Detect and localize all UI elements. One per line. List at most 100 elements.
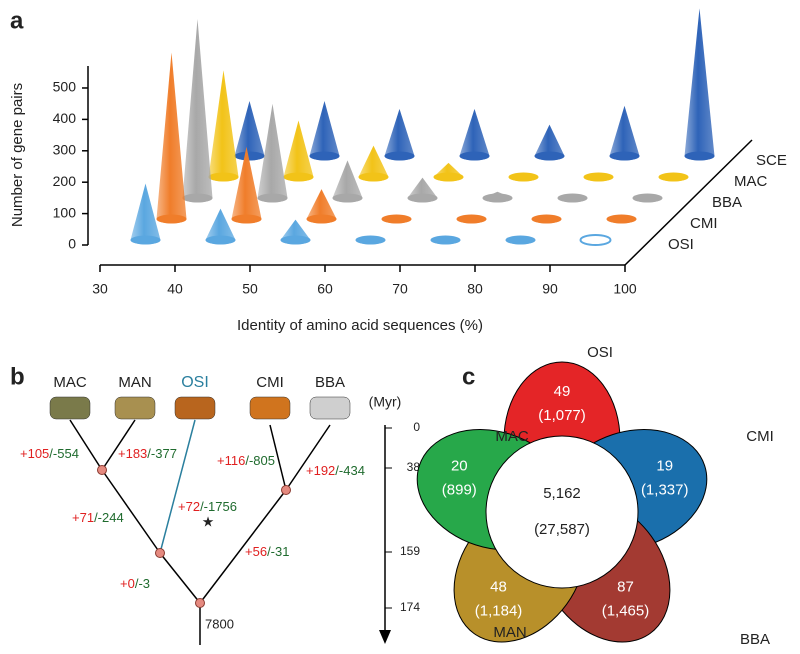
time-label: 174 xyxy=(400,600,420,614)
branch xyxy=(69,419,103,471)
petal-total: (1,337) xyxy=(641,482,689,499)
time-label: 0 xyxy=(413,420,420,434)
branch-label: +71/-244 xyxy=(72,510,124,525)
cone-body xyxy=(156,52,187,224)
petal-name: CMI xyxy=(746,428,774,445)
y-tick-label: 400 xyxy=(53,110,77,126)
cone-body xyxy=(234,101,265,161)
branch xyxy=(101,419,136,471)
petal-count: 49 xyxy=(554,383,571,400)
time-label: 38 xyxy=(407,460,421,474)
cone xyxy=(306,189,337,224)
cone-body xyxy=(355,238,386,245)
cone-body xyxy=(459,108,490,161)
petal-name: OSI xyxy=(587,344,613,361)
cone-body xyxy=(632,196,663,203)
cone-body xyxy=(205,208,236,245)
cone xyxy=(433,162,464,182)
gain: +183 xyxy=(118,446,147,461)
x-tick-label: 30 xyxy=(92,281,108,297)
loss: /-31 xyxy=(267,544,289,559)
root-label: 7800 xyxy=(205,616,234,631)
petal-total: (1,077) xyxy=(538,407,586,424)
x-tick-label: 70 xyxy=(392,281,408,297)
loss: /-1756 xyxy=(200,499,237,514)
loss: /-3 xyxy=(135,576,150,591)
star: ★ xyxy=(202,514,215,530)
node xyxy=(195,598,205,608)
cone-body xyxy=(381,216,412,224)
y-tick-label: 100 xyxy=(53,204,77,220)
cone xyxy=(606,214,637,224)
node xyxy=(155,548,165,558)
x-tick-label: 60 xyxy=(317,281,333,297)
loss: /-377 xyxy=(147,446,177,461)
gain: +56 xyxy=(245,544,267,559)
cone-body xyxy=(531,218,562,224)
y-tick-label: 200 xyxy=(53,173,77,189)
cone-body xyxy=(658,175,689,182)
species-icon xyxy=(174,396,216,420)
petal-count: 19 xyxy=(656,458,673,475)
cone xyxy=(231,146,262,224)
cone-body xyxy=(430,239,461,245)
petal-total: (1,184) xyxy=(475,602,523,619)
depth-label: BBA xyxy=(712,194,742,211)
cone xyxy=(407,177,438,203)
cone xyxy=(208,70,239,182)
species-icon xyxy=(49,396,91,420)
petal-total: (899) xyxy=(442,482,477,499)
cone-body xyxy=(534,124,565,161)
cone-body xyxy=(231,146,262,224)
petal-total: (1,465) xyxy=(602,602,650,619)
cone xyxy=(234,101,265,161)
branch xyxy=(285,424,331,491)
branch xyxy=(159,419,196,554)
depth-label: MAC xyxy=(734,173,768,190)
x-axis-label: Identity of amino acid sequences (%) xyxy=(237,317,483,334)
cone-body xyxy=(684,8,715,161)
cone-body xyxy=(384,108,415,161)
species-icon xyxy=(309,396,351,420)
cone xyxy=(459,108,490,161)
cone xyxy=(309,101,340,161)
cone xyxy=(482,191,513,203)
cone xyxy=(534,124,565,161)
cone xyxy=(456,214,487,224)
panel-letter: b xyxy=(10,363,25,390)
cone-body xyxy=(407,177,438,203)
cone-body xyxy=(130,183,161,245)
time-unit: (Myr) xyxy=(369,394,402,410)
taxon-label: MAC xyxy=(53,374,87,391)
cone-body xyxy=(508,175,539,182)
cone xyxy=(609,105,640,161)
cone-body xyxy=(358,145,389,182)
x-tick-label: 40 xyxy=(167,281,183,297)
cone-body xyxy=(456,217,487,224)
node xyxy=(281,485,291,495)
panel-letter: c xyxy=(462,363,475,390)
gain: +72 xyxy=(178,499,200,514)
branch xyxy=(269,424,287,491)
x-tick-label: 80 xyxy=(467,281,483,297)
y-tick-label: 300 xyxy=(53,141,77,157)
branch xyxy=(101,469,161,554)
cone xyxy=(557,193,588,203)
taxon-label: OSI xyxy=(181,374,209,391)
cone-body xyxy=(505,239,536,245)
x-tick-label: 50 xyxy=(242,281,258,297)
cone-body xyxy=(583,175,614,182)
cone xyxy=(358,145,389,182)
panel-letter: a xyxy=(10,7,24,34)
taxon-label: BBA xyxy=(315,374,345,391)
petal-name: BBA xyxy=(740,631,770,648)
cone-body xyxy=(482,191,513,203)
cone xyxy=(684,8,715,161)
arrow xyxy=(379,630,391,644)
taxon-label: CMI xyxy=(256,374,284,391)
depth-axis xyxy=(624,139,753,266)
time-label: 159 xyxy=(400,544,420,558)
cone xyxy=(355,235,386,245)
gain: +0 xyxy=(120,576,135,591)
core-count: 5,162 xyxy=(543,485,581,502)
